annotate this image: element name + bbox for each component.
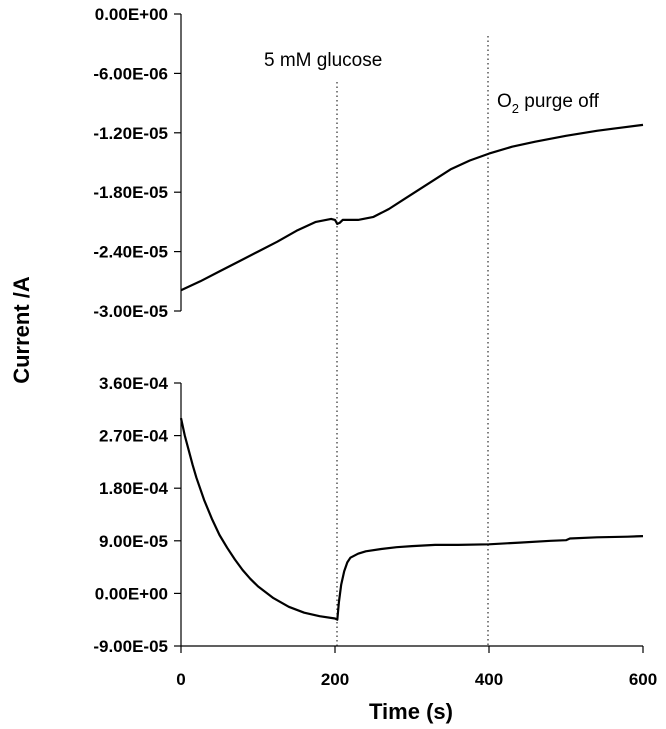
y-tick-label: 3.60E-04 [99, 374, 169, 393]
x-tick-label: 400 [475, 670, 503, 689]
y-tick-label: 1.80E-04 [99, 479, 169, 498]
y-tick-label: 0.00E+00 [95, 584, 168, 603]
x-tick-label: 0 [176, 670, 185, 689]
y-tick-label: 9.00E-05 [99, 532, 168, 551]
y-axis-title: Current /A [9, 276, 34, 384]
y-tick-label: -3.00E-05 [93, 302, 168, 321]
y-tick-label: -9.00E-05 [93, 637, 168, 656]
glucose-annotation: 5 mM glucose [264, 50, 382, 71]
y-tick-label: 0.00E+00 [95, 5, 168, 24]
bottom-panel-current-line [179, 417, 644, 621]
top-panel-current-line [180, 123, 644, 292]
o2-annotation-rest: purge off [519, 91, 600, 112]
y-tick-label: 2.70E-04 [99, 427, 169, 446]
y-tick-label: -1.80E-05 [93, 183, 168, 202]
o2-annotation-main: O [497, 91, 512, 112]
x-tick-label: 600 [629, 670, 657, 689]
y-tick-label: -6.00E-06 [93, 64, 168, 83]
x-tick-label: 200 [321, 670, 349, 689]
y-tick-label: -2.40E-05 [93, 243, 168, 262]
y-tick-label: -1.20E-05 [93, 124, 168, 143]
o2-annotation-subscript: 2 [512, 101, 519, 116]
x-axis-title: Time (s) [369, 699, 453, 724]
o2-purge-annotation: O2 purge off [497, 91, 600, 116]
